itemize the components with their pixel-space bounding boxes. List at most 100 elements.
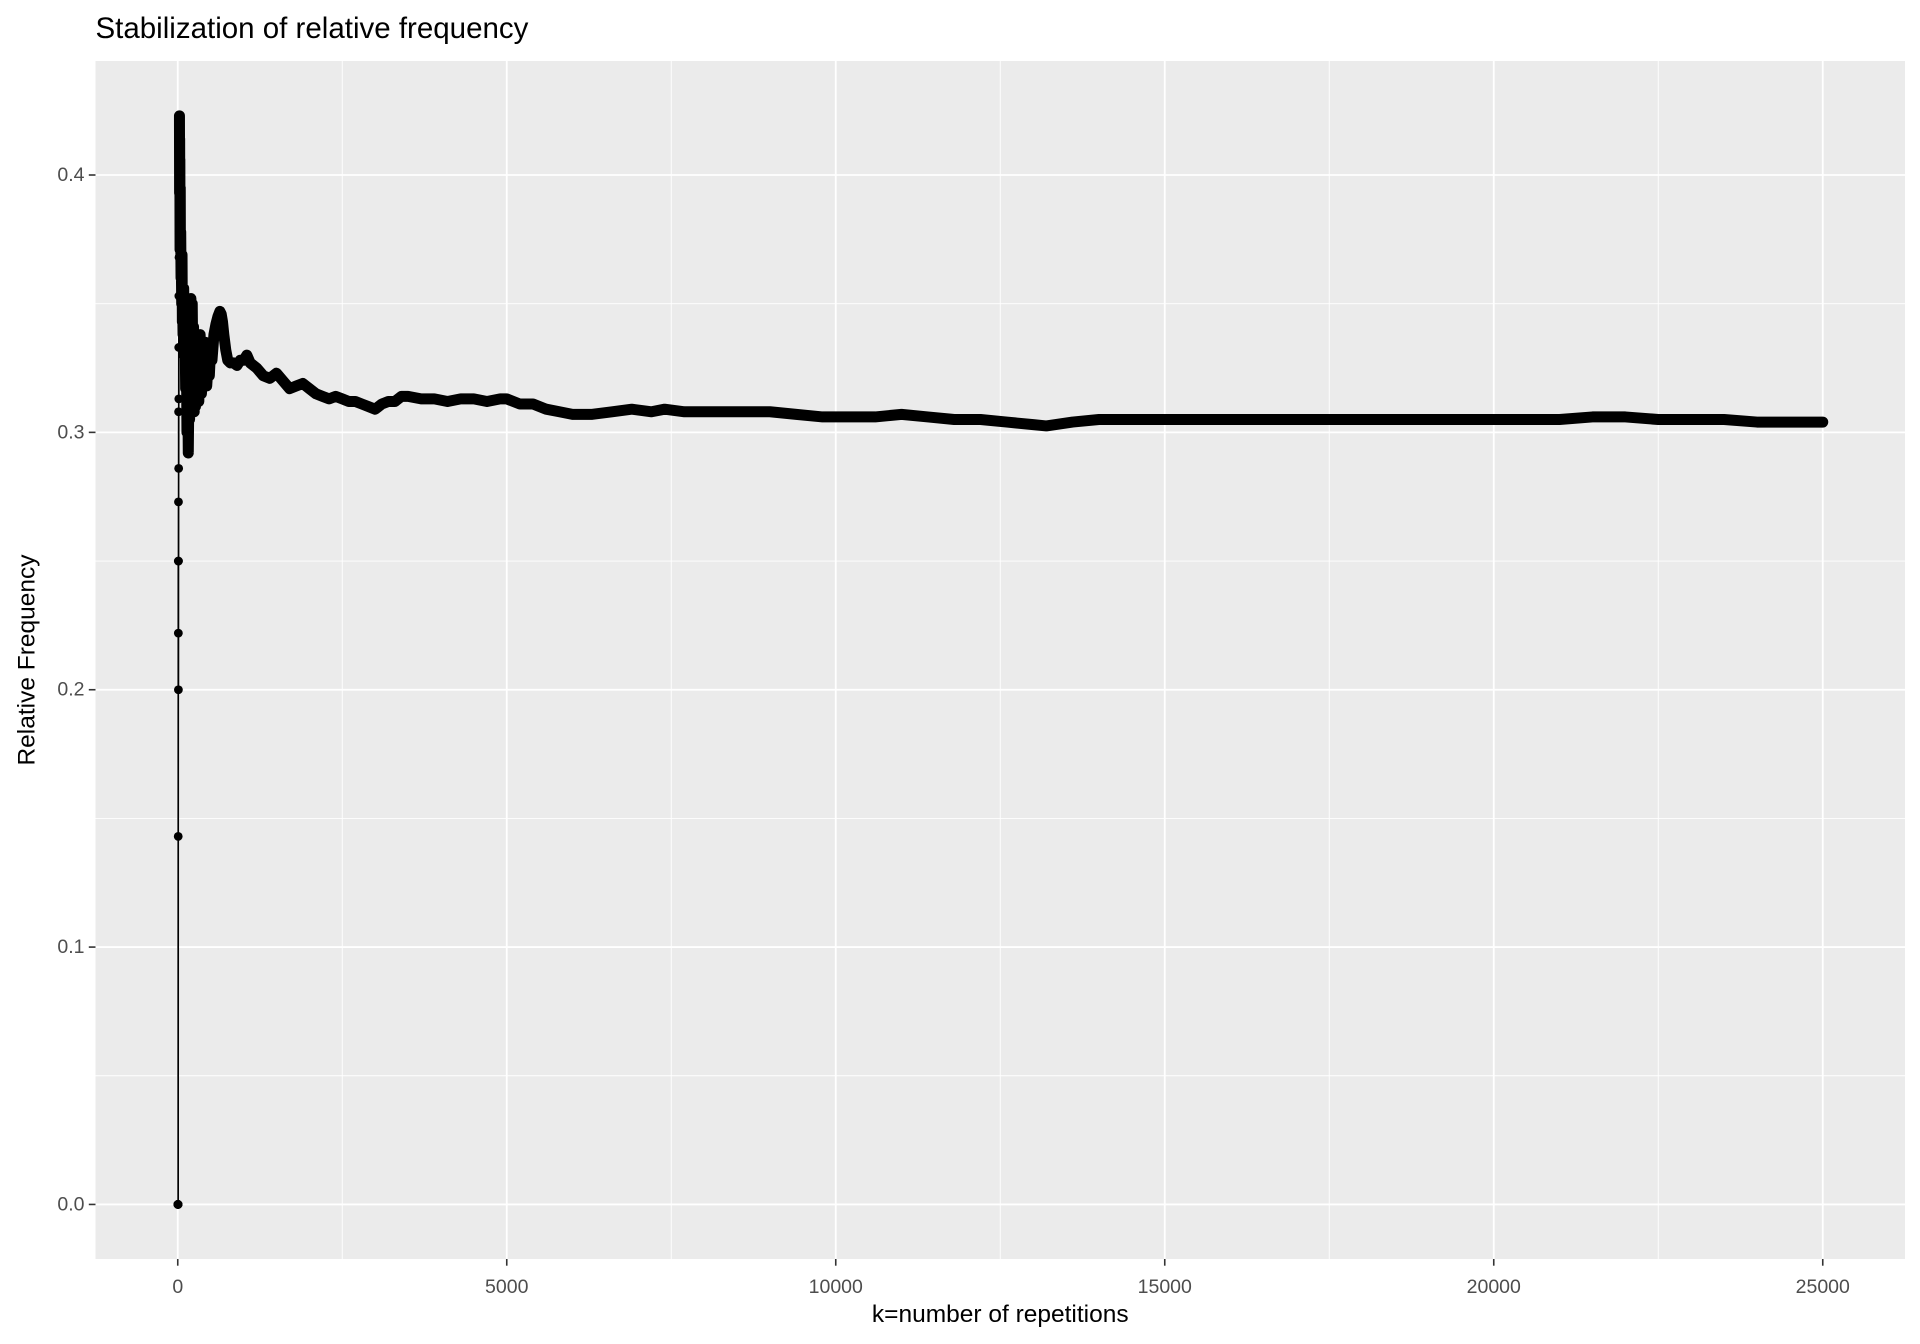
data-point <box>1094 415 1104 424</box>
data-point <box>1324 415 1334 424</box>
data-point <box>554 407 564 417</box>
data-point <box>174 219 184 229</box>
data-point <box>627 404 637 414</box>
data-point <box>183 358 193 368</box>
data-point <box>179 283 189 293</box>
data-points <box>173 111 1828 1209</box>
data-point <box>209 330 219 339</box>
data-point <box>183 448 193 458</box>
x-tick-label: 25000 <box>1796 1276 1850 1298</box>
data-point <box>174 343 184 352</box>
data-point <box>495 394 505 404</box>
data-point <box>174 394 184 404</box>
y-axis-title: Relative Frequency <box>14 554 41 766</box>
data-point <box>1291 415 1301 424</box>
data-point <box>187 299 197 309</box>
data-point <box>429 394 439 404</box>
data-point <box>699 407 709 417</box>
x-tick-label: 20000 <box>1467 1276 1521 1298</box>
data-point <box>177 299 187 309</box>
data-point <box>515 399 525 409</box>
data-point <box>1489 415 1499 424</box>
data-point <box>245 358 255 368</box>
data-point <box>502 394 512 404</box>
data-point <box>216 309 226 319</box>
data-point <box>1785 417 1795 427</box>
y-axis: 0.0 0.1 0.2 0.3 0.4 <box>57 164 96 1215</box>
data-point <box>1041 421 1051 431</box>
data-point <box>265 373 275 383</box>
data-point <box>1653 415 1663 424</box>
data-point <box>221 345 231 355</box>
data-point <box>195 330 205 339</box>
data-point <box>897 409 906 419</box>
data-point <box>1357 415 1367 424</box>
data-point <box>870 412 880 422</box>
data-point <box>179 350 189 360</box>
data-point <box>390 397 400 406</box>
data-point <box>197 389 206 399</box>
data-point <box>1752 417 1762 427</box>
data-point <box>791 409 801 419</box>
data-point <box>739 407 749 417</box>
data-point <box>191 337 201 347</box>
data-point <box>194 397 204 406</box>
gridlines-minor <box>95 61 1905 1259</box>
data-point <box>456 394 466 404</box>
data-point <box>541 404 551 414</box>
data-point <box>370 404 380 414</box>
x-tick-label: 0 <box>172 1276 183 1298</box>
data-point <box>719 407 729 417</box>
data-point <box>587 409 597 419</box>
data-point <box>174 497 183 507</box>
data-point <box>176 227 186 237</box>
data-point <box>272 368 281 378</box>
data-point <box>1456 415 1466 424</box>
data-point <box>176 273 186 283</box>
data-point <box>192 381 202 391</box>
data-point <box>174 407 184 417</box>
data-point <box>1719 415 1729 424</box>
data-point <box>174 685 183 695</box>
data-point <box>568 409 577 419</box>
x-tick-label: 10000 <box>809 1276 863 1298</box>
data-point <box>976 415 985 424</box>
data-point <box>680 407 689 417</box>
data-point <box>1160 415 1170 424</box>
data-point <box>647 407 656 417</box>
data-point <box>923 412 933 422</box>
data-point <box>182 427 192 437</box>
data-point <box>1259 415 1268 424</box>
y-tick-label: 0.4 <box>57 164 84 186</box>
data-point <box>844 412 854 422</box>
data-point <box>252 363 262 373</box>
data-point <box>174 291 184 301</box>
data-point <box>528 399 538 409</box>
data-point <box>206 343 216 352</box>
data-point <box>175 170 185 180</box>
data-point <box>1028 420 1038 430</box>
y-tick-label: 0.0 <box>57 1193 84 1215</box>
data-point <box>1002 417 1012 427</box>
data-point <box>1193 415 1203 424</box>
data-point <box>298 379 308 388</box>
x-axis: 0 5000 10000 15000 20000 25000 <box>172 1259 1850 1298</box>
data-point <box>344 397 354 406</box>
data-point <box>607 407 617 417</box>
data-point <box>1588 412 1597 422</box>
x-tick-label: 15000 <box>1138 1276 1192 1298</box>
data-point <box>188 371 198 381</box>
data-point <box>660 404 670 414</box>
data-point <box>1620 412 1630 422</box>
data-point <box>175 234 185 244</box>
data-point <box>175 134 185 144</box>
data-point <box>403 391 413 401</box>
data-point <box>397 391 406 401</box>
data-point <box>176 263 186 273</box>
data-point <box>1686 415 1696 424</box>
data-point <box>469 394 479 404</box>
data-point <box>949 415 959 424</box>
data-point <box>1226 415 1235 424</box>
y-tick-label: 0.3 <box>57 421 84 443</box>
